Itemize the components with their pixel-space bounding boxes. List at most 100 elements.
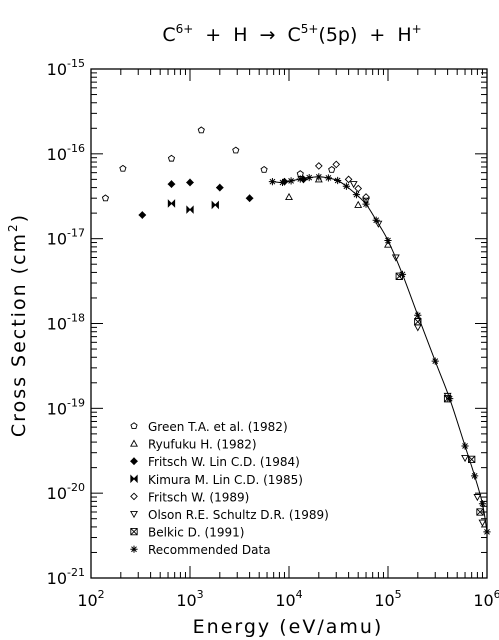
title-c: C [162,24,175,46]
data-point [334,176,342,185]
data-point [431,357,439,365]
data-point [245,194,254,203]
data-point [101,194,110,202]
legend-marker [130,439,138,447]
chart-title: C6+ + H → C5+(5p) + H+ [162,22,421,46]
data-point [167,180,176,188]
legend-label: Ryufuku H. (1982) [148,438,257,452]
data-point [232,146,240,154]
data-point [260,165,268,173]
series-7 [268,173,491,536]
data-point [362,200,370,208]
legend-marker [130,492,138,501]
data-point [414,311,422,319]
data-point [461,442,469,450]
y-axis-label-sup: 2 [6,222,20,232]
legend-marker [130,422,138,430]
title-h2-charge: + [412,22,422,36]
title-c2: C [287,24,300,46]
data-point [314,162,323,170]
data-point [138,211,147,219]
data-point [372,216,380,224]
title-h: H [233,24,247,46]
data-point [197,126,205,134]
data-point [315,173,323,181]
data-point [384,236,392,245]
y-tick-label: 10-20 [47,481,85,503]
x-tick-label: 105 [374,588,401,610]
x-axis-label: Energy (eV/amu) [193,616,384,638]
data-point [296,175,304,183]
data-point [305,173,313,182]
data-point [186,205,194,214]
legend-label: Belkic D. (1991) [148,526,244,540]
legend-marker [130,545,138,553]
data-point [167,199,176,208]
data-point [268,178,277,186]
data-point [344,175,353,184]
data-point [354,184,363,193]
data-point [468,455,476,464]
data-point [391,254,400,262]
data-point [324,174,332,182]
title-c-charge: 6+ [176,22,194,36]
data-point [478,519,487,527]
y-tick-label: 10-21 [47,566,85,588]
data-point [478,500,487,508]
data-point [352,191,361,199]
legend-label: Fritsch W. (1989) [148,490,249,504]
series-5 [349,181,487,527]
data-point [167,154,176,162]
data-point [446,395,454,403]
y-tick-label: 10-17 [47,227,85,249]
y-tick-label: 10-19 [47,396,85,418]
legend-label: Recommended Data [148,543,271,557]
data-point [332,160,341,169]
legend-marker [130,527,138,536]
x-tick-label: 106 [473,588,499,610]
legend-marker [130,457,138,466]
data-point [287,177,295,185]
y-axis-label: Cross Section (cm2) [6,213,30,437]
data-point [398,270,407,278]
title-plus-2: + [369,24,385,46]
recommended-curve [272,176,488,532]
series-1 [285,175,392,248]
series-0 [101,126,336,202]
title-arrow: → [260,24,276,46]
y-tick-label: 10-15 [47,57,85,79]
data-point [414,318,422,326]
data-point [374,220,383,228]
legend-label: Olson R.E. Schultz D.R. (1989) [148,508,329,522]
data-point [471,472,479,480]
data-point [211,200,219,210]
series-6 [395,272,484,516]
title-state: (5p) [318,24,357,46]
series-3 [167,199,219,214]
data-point [413,324,422,332]
data-point [215,183,224,192]
legend-label: Kimura M. Lin C.D. (1985) [148,473,303,487]
title-c2-charge: 5+ [301,22,319,36]
title-plus-1: + [205,24,221,46]
data-point [278,178,287,187]
legend-marker [130,510,138,519]
y-tick-label: 10-16 [47,142,85,164]
y-tick-label: 10-18 [47,312,85,334]
x-tick-label: 102 [77,588,104,610]
x-tick-label: 103 [176,588,203,610]
x-tick-label: 104 [275,588,302,610]
y-axis-label-end: ) [8,213,30,222]
data-point [119,164,127,172]
legend-marker [130,474,138,484]
data-point [476,508,484,516]
data-point [328,165,336,173]
data-point [342,182,350,190]
legend-label: Fritsch W. Lin C.D. (1984) [148,455,300,469]
data-point [285,192,293,200]
data-point [362,197,371,205]
data-point [483,528,491,536]
title-h2: H [397,24,411,46]
data-point [186,178,194,187]
